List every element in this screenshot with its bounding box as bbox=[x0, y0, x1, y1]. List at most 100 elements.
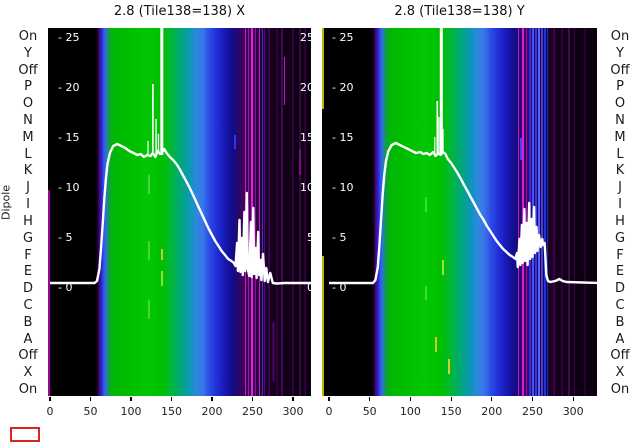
dipole-row-label: B bbox=[23, 314, 33, 330]
spectrogram-stripe bbox=[448, 359, 450, 374]
x-tick-mark bbox=[292, 397, 294, 401]
power-tick-label-inner: - 0 bbox=[58, 281, 73, 294]
dipole-row-label: M bbox=[22, 129, 34, 145]
spectrogram-stripe bbox=[276, 28, 278, 396]
power-tick-label-edge: 25 bbox=[300, 31, 311, 44]
spectrogram-panel-x: - 25 - 20 - 15 - 10 - 5 - 0 25 20 15 10 5 0 bbox=[48, 28, 311, 396]
spectrogram-stripe bbox=[292, 28, 294, 396]
spectrogram-stripe bbox=[261, 28, 263, 396]
spectrogram-stripe bbox=[520, 138, 522, 161]
x-tick-mark bbox=[409, 397, 411, 401]
dipole-row-label: O bbox=[22, 96, 34, 112]
spectrogram-stripe bbox=[148, 175, 150, 194]
dipole-row-label: A bbox=[615, 331, 625, 347]
x-tick-mark bbox=[49, 397, 51, 401]
dipole-row-label: P bbox=[24, 79, 32, 95]
power-tick-label-inner: - 25 bbox=[332, 31, 354, 44]
bandpass-curve-x bbox=[50, 28, 311, 285]
spectrogram-stripe bbox=[442, 259, 444, 275]
x-tick-mark bbox=[369, 397, 371, 401]
dipole-row-label: N bbox=[23, 113, 33, 129]
dipole-row-label: On bbox=[610, 382, 630, 397]
x-tick-label: 100 bbox=[120, 405, 142, 418]
power-tick-label-inner: - 5 bbox=[332, 231, 347, 244]
power-tick-label-edge: 0 bbox=[307, 281, 311, 294]
spectrogram-colormap-y bbox=[322, 28, 597, 396]
dipole-row-label: H bbox=[615, 213, 625, 229]
dipole-row-label: I bbox=[618, 197, 622, 213]
dipole-row-label: On bbox=[18, 382, 38, 397]
dipole-row-label: D bbox=[22, 281, 33, 297]
x-tick-label: 250 bbox=[242, 405, 263, 418]
bandpass-curve-y bbox=[329, 28, 597, 285]
x-tick-mark bbox=[491, 397, 493, 401]
x-tick-label: 300 bbox=[562, 405, 584, 418]
dipole-row-label: B bbox=[615, 314, 625, 330]
dipole-row-label: K bbox=[23, 163, 33, 179]
power-tick-label-inner: - 5 bbox=[58, 231, 73, 244]
x-tick-label: 250 bbox=[522, 405, 543, 418]
x-tick-mark bbox=[251, 397, 254, 401]
dipole-row-label: L bbox=[616, 146, 624, 162]
spectrogram-stripe bbox=[322, 28, 324, 109]
spectrogram-stripe bbox=[161, 270, 163, 286]
power-tick-label-inner: - 25 bbox=[58, 31, 80, 44]
spectrogram-stripe bbox=[574, 28, 576, 396]
dipole-row-label: C bbox=[23, 297, 33, 313]
x-tick-label: 200 bbox=[201, 405, 223, 418]
dipole-row-label: H bbox=[23, 213, 33, 229]
power-tick-label-edge: 20 bbox=[300, 81, 311, 94]
x-tick-mark bbox=[89, 397, 92, 401]
bandpass-line bbox=[50, 142, 311, 285]
spectrogram-stripe bbox=[568, 28, 570, 396]
spectrogram-stripe bbox=[547, 28, 549, 396]
spectrogram-stripe bbox=[251, 28, 253, 396]
dipole-row-label: On bbox=[610, 29, 630, 44]
dipole-row-label: J bbox=[618, 180, 622, 196]
spectrogram-stripe bbox=[526, 28, 528, 396]
spectrogram-stripe bbox=[544, 28, 546, 396]
spectrogram-stripe bbox=[264, 28, 265, 396]
spectrogram-stripe bbox=[538, 28, 540, 396]
dipole-row-label: A bbox=[23, 331, 33, 347]
x-tick-mark bbox=[130, 397, 132, 401]
x-tick-mark bbox=[450, 397, 452, 401]
dipole-labels-right: On Y Off P O N M L K J I H G F E D C B A Off X On bbox=[602, 0, 638, 440]
dipole-row-label: Y bbox=[616, 45, 624, 61]
dipole-row-label: I bbox=[26, 197, 30, 213]
spectrogram-stripe bbox=[299, 28, 301, 396]
power-tick-label-inner: - 10 bbox=[332, 181, 354, 194]
x-tick-label: 300 bbox=[282, 405, 304, 418]
spectrogram-stripe bbox=[272, 322, 275, 382]
spectrogram-stripe bbox=[322, 256, 324, 396]
dipole-row-label: X bbox=[23, 365, 33, 381]
dipole-row-label: M bbox=[614, 129, 626, 145]
dipole-row-label: E bbox=[615, 264, 625, 280]
dipole-row-label: J bbox=[26, 180, 30, 196]
x-tick-label: 50 bbox=[83, 405, 98, 418]
x-tick-mark bbox=[170, 397, 173, 401]
x-tick-mark bbox=[328, 397, 330, 401]
spectrogram-stripe bbox=[148, 241, 150, 260]
dipole-row-label: Off bbox=[610, 348, 630, 364]
spectrogram-stripe bbox=[248, 28, 250, 396]
x-tick-label: 200 bbox=[481, 405, 503, 418]
spectrogram-colormap-x bbox=[48, 28, 311, 396]
bandpass-line bbox=[329, 141, 597, 285]
dipole-row-label: P bbox=[616, 79, 624, 95]
dipole-row-label: C bbox=[615, 297, 625, 313]
dipole-row-label: F bbox=[616, 247, 624, 263]
spectrogram-stripe bbox=[541, 28, 543, 396]
x-tick-label: 0 bbox=[325, 405, 333, 418]
power-tick-label-edge: 15 bbox=[300, 131, 311, 144]
power-tick-label-inner: - 10 bbox=[58, 181, 80, 194]
spectrogram-stripe bbox=[234, 134, 236, 150]
x-tick-label: 150 bbox=[440, 405, 462, 418]
spectrogram-stripe bbox=[435, 337, 437, 352]
spectrogram-stripe bbox=[284, 57, 286, 106]
x-tick-label: 50 bbox=[362, 405, 377, 418]
dipole-row-label: Off bbox=[610, 62, 630, 78]
dipole-row-label: N bbox=[615, 113, 625, 129]
spectrogram-stripe bbox=[518, 28, 520, 396]
